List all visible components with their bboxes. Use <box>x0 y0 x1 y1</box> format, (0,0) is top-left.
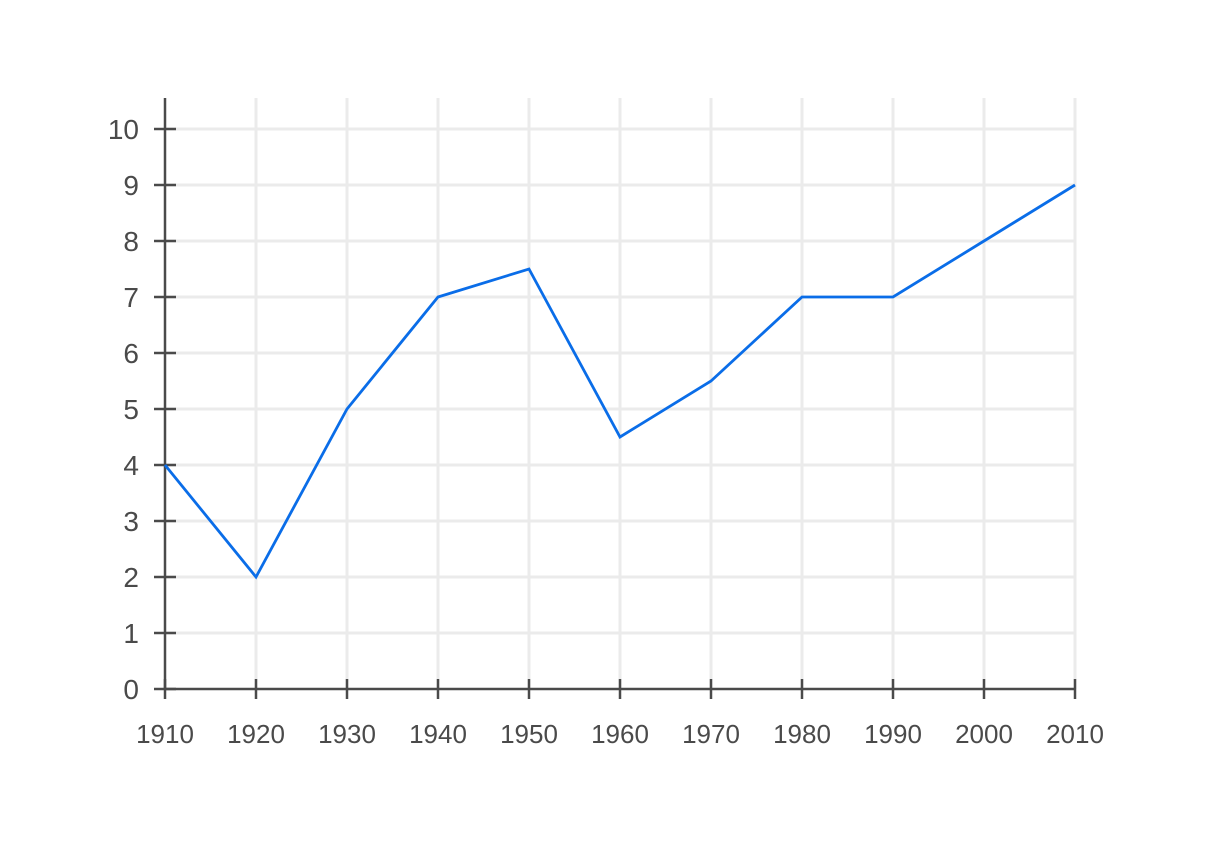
y-tick-label: 1 <box>123 618 139 649</box>
y-tick-label: 0 <box>123 674 139 705</box>
x-tick-label: 1910 <box>136 719 194 749</box>
x-axis-labels: 1910 1920 1930 1940 1950 1960 1970 1980 1990 2000… <box>136 719 1104 749</box>
x-tick-label: 1950 <box>500 719 558 749</box>
x-tick-label: 1970 <box>682 719 740 749</box>
y-tick-label: 8 <box>123 226 139 257</box>
x-tick-label: 1920 <box>227 719 285 749</box>
x-tick-label: 1990 <box>864 719 922 749</box>
y-tick-label: 3 <box>123 506 139 537</box>
y-tick-label: 6 <box>123 338 139 369</box>
y-tick-label: 5 <box>123 394 139 425</box>
x-tick-label: 1980 <box>773 719 831 749</box>
y-tick-label: 9 <box>123 170 139 201</box>
y-tick-label: 7 <box>123 282 139 313</box>
x-tick-label: 2010 <box>1046 719 1104 749</box>
y-tick-label: 10 <box>108 114 139 145</box>
x-tick-label: 1940 <box>409 719 467 749</box>
x-tick-label: 1930 <box>318 719 376 749</box>
axes <box>154 98 1077 699</box>
y-axis-labels: 0 1 2 3 4 5 6 7 8 9 10 <box>108 114 139 705</box>
y-tick-label: 2 <box>123 562 139 593</box>
x-tick-label: 1960 <box>591 719 649 749</box>
x-tick-label: 2000 <box>955 719 1013 749</box>
series <box>163 183 1076 580</box>
y-tick-label: 4 <box>123 450 139 481</box>
grid <box>165 98 1077 689</box>
